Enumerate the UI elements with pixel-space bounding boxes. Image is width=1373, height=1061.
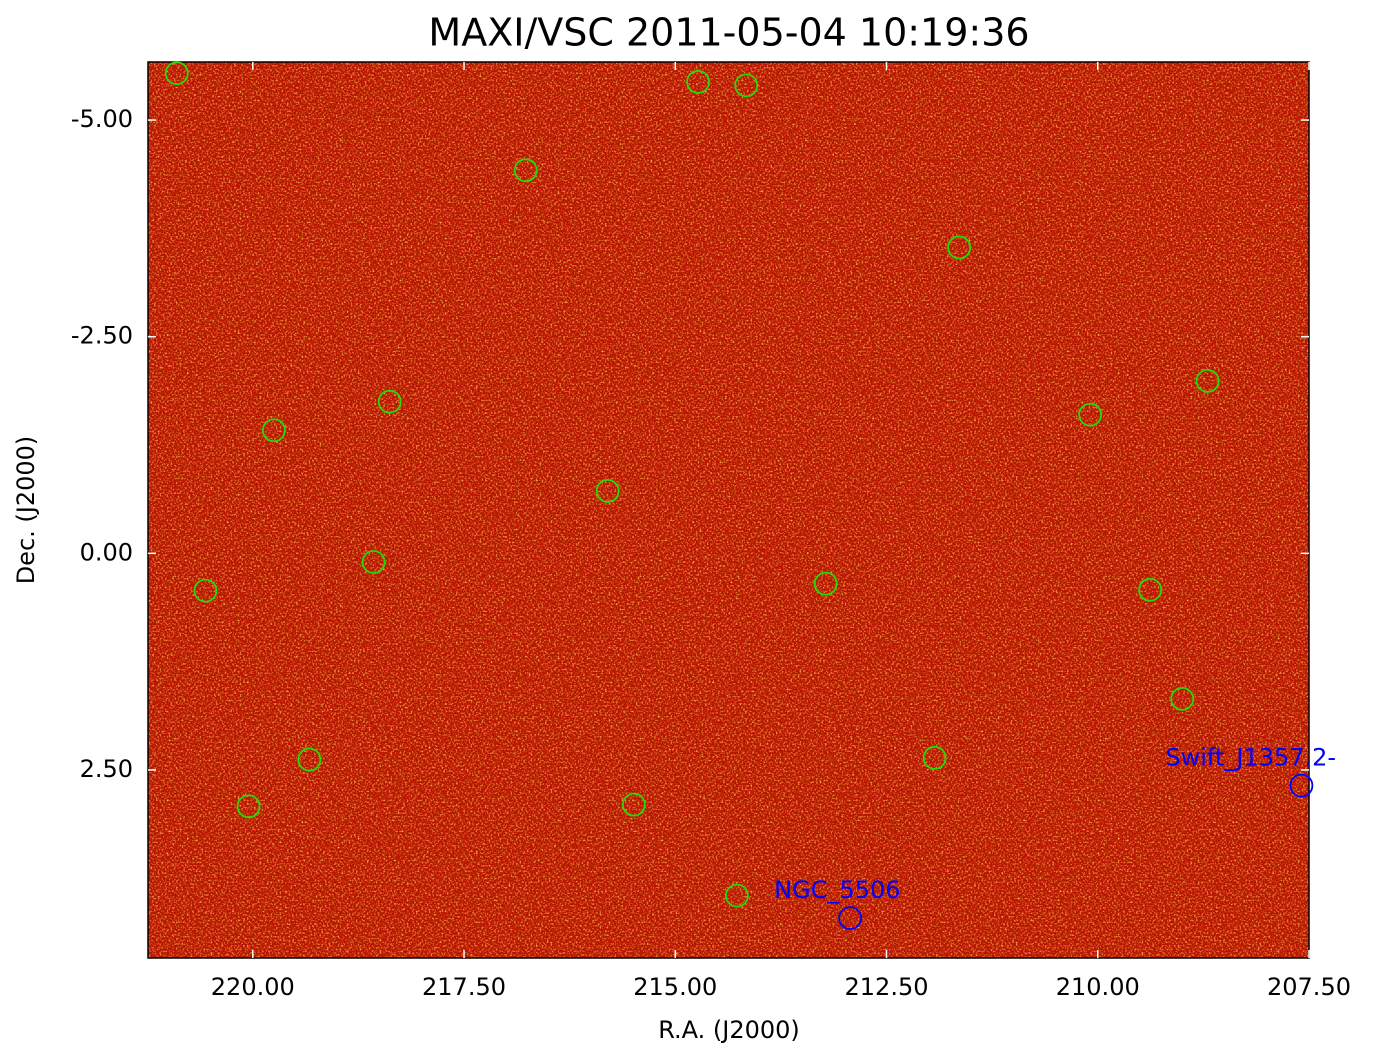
source-marker xyxy=(621,792,646,817)
plot-frame xyxy=(147,61,1310,959)
source-marker xyxy=(1170,687,1195,711)
source-marker xyxy=(947,235,972,260)
y-tick-label: 0.00 xyxy=(80,538,133,566)
source-marker xyxy=(193,578,218,603)
sky-image xyxy=(148,62,1309,958)
x-tick-label: 217.50 xyxy=(422,973,506,1001)
x-tick-label: 210.00 xyxy=(1056,973,1140,1001)
source-marker xyxy=(513,158,538,183)
x-tick-label: 207.50 xyxy=(1267,973,1351,1001)
source-marker xyxy=(686,70,710,94)
source-marker xyxy=(361,550,386,574)
source-marker xyxy=(734,73,759,98)
y-axis-label: Dec. (J2000) xyxy=(12,436,40,585)
chart-title: MAXI/VSC 2011-05-04 10:19:36 xyxy=(428,11,1029,55)
source-label: NGC_5506 xyxy=(774,876,900,904)
source-marker xyxy=(725,883,749,908)
source-label: Swift_J1357.2- xyxy=(1165,744,1336,772)
source-marker xyxy=(1289,773,1314,798)
source-marker xyxy=(838,906,863,931)
source-marker xyxy=(377,389,402,414)
source-marker xyxy=(1195,368,1220,393)
y-tick-label: 2.50 xyxy=(80,755,133,783)
source-marker xyxy=(297,747,322,772)
source-marker xyxy=(164,61,189,86)
y-tick-label: -5.00 xyxy=(71,105,133,133)
source-marker xyxy=(262,418,286,443)
source-marker xyxy=(922,745,947,770)
source-marker xyxy=(813,571,838,596)
source-marker xyxy=(1138,577,1163,602)
image-noise xyxy=(148,62,1309,958)
source-marker xyxy=(1078,402,1103,427)
x-tick-label: 215.00 xyxy=(633,973,717,1001)
y-tick-label: -2.50 xyxy=(71,322,133,350)
source-marker xyxy=(236,794,261,819)
source-marker xyxy=(595,479,620,503)
x-tick-label: 212.50 xyxy=(845,973,929,1001)
x-tick-label: 220.00 xyxy=(211,973,295,1001)
x-axis-label: R.A. (J2000) xyxy=(658,1016,800,1044)
